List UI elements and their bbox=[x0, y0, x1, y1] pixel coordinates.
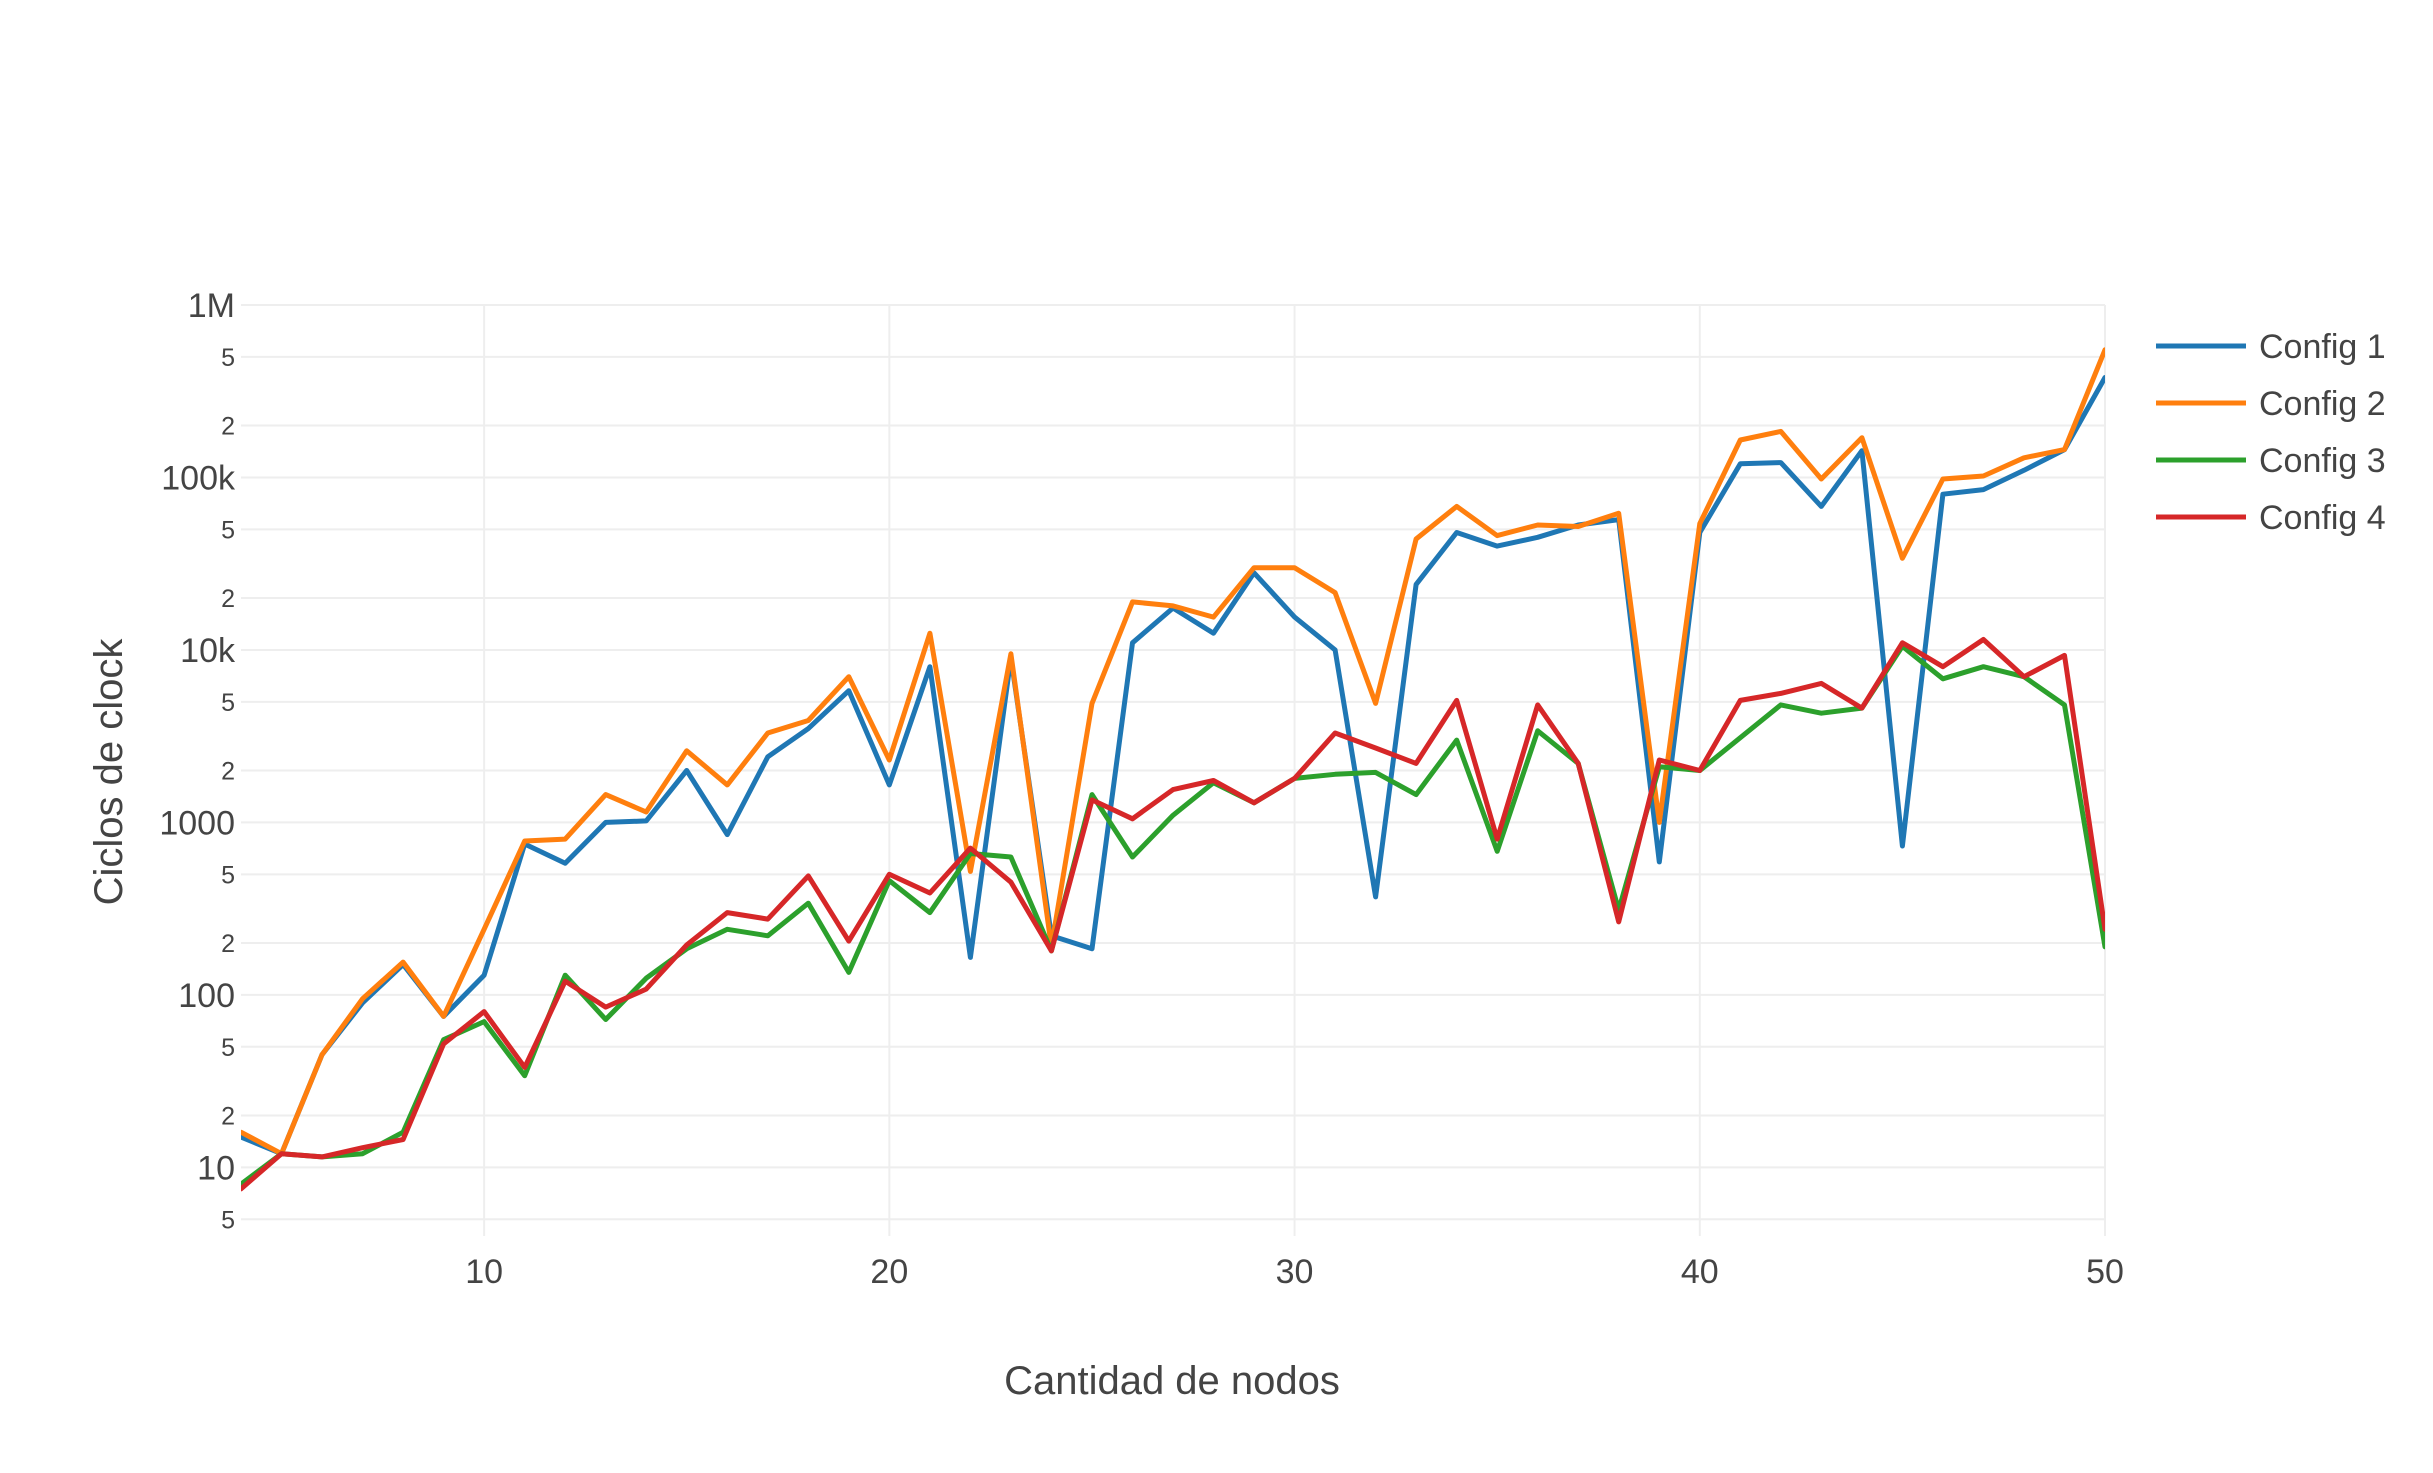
x-axis-title: Cantidad de nodos bbox=[1004, 1359, 1340, 1403]
legend-label: Config 1 bbox=[2259, 328, 2386, 366]
y-minor-tick-label: 2 bbox=[221, 930, 235, 958]
y-tick-label: 100 bbox=[178, 977, 235, 1015]
y-minor-tick-label: 2 bbox=[221, 413, 235, 441]
x-tick-label: 30 bbox=[1276, 1253, 1314, 1291]
x-tick-label: 50 bbox=[2086, 1253, 2124, 1291]
x-tick-label: 20 bbox=[870, 1253, 908, 1291]
legend-label: Config 4 bbox=[2259, 499, 2386, 537]
grid-lines bbox=[241, 304, 2106, 1236]
y-minor-tick-label: 5 bbox=[221, 861, 235, 889]
y-axis-title: Ciclos de clock bbox=[87, 638, 131, 906]
y-minor-tick-label: 2 bbox=[221, 758, 235, 786]
y-tick-label: 10k bbox=[180, 632, 236, 670]
y-minor-tick-label: 5 bbox=[221, 1034, 235, 1062]
y-minor-tick-label: 2 bbox=[221, 585, 235, 613]
y-minor-tick-label: 5 bbox=[221, 689, 235, 717]
legend-label: Config 2 bbox=[2259, 385, 2386, 423]
series-line-2 bbox=[241, 347, 2105, 1157]
series-lines bbox=[241, 347, 2105, 1192]
y-tick-label: 1000 bbox=[159, 804, 235, 842]
series-line-4 bbox=[241, 637, 2105, 1192]
y-minor-tick-label: 5 bbox=[221, 516, 235, 544]
y-minor-tick-label: 2 bbox=[221, 1102, 235, 1130]
series-line-3 bbox=[241, 643, 2105, 1187]
y-tick-label: 1M bbox=[188, 287, 235, 325]
axis-ticks: 10 20 30 40 50 10 100 1000 10k 100k 1M 5 2 5 2 5 2 5 2 5 2 5 bbox=[159, 287, 2124, 1291]
series-line-1 bbox=[241, 375, 2105, 1157]
legend-item-2[interactable]: Config 2 bbox=[2156, 385, 2386, 423]
y-minor-tick-label: 5 bbox=[221, 344, 235, 372]
legend-item-4[interactable]: Config 4 bbox=[2156, 499, 2386, 537]
legend[interactable]: Config 1 Config 2 Config 3 Config 4 bbox=[2156, 328, 2386, 537]
y-tick-label: 10 bbox=[197, 1149, 235, 1187]
x-tick-label: 40 bbox=[1681, 1253, 1719, 1291]
y-minor-tick-label: 5 bbox=[221, 1206, 235, 1234]
legend-item-3[interactable]: Config 3 bbox=[2156, 442, 2386, 480]
legend-label: Config 3 bbox=[2259, 442, 2386, 480]
x-tick-label: 10 bbox=[465, 1253, 503, 1291]
legend-item-1[interactable]: Config 1 bbox=[2156, 328, 2386, 366]
y-tick-label: 100k bbox=[161, 459, 236, 497]
